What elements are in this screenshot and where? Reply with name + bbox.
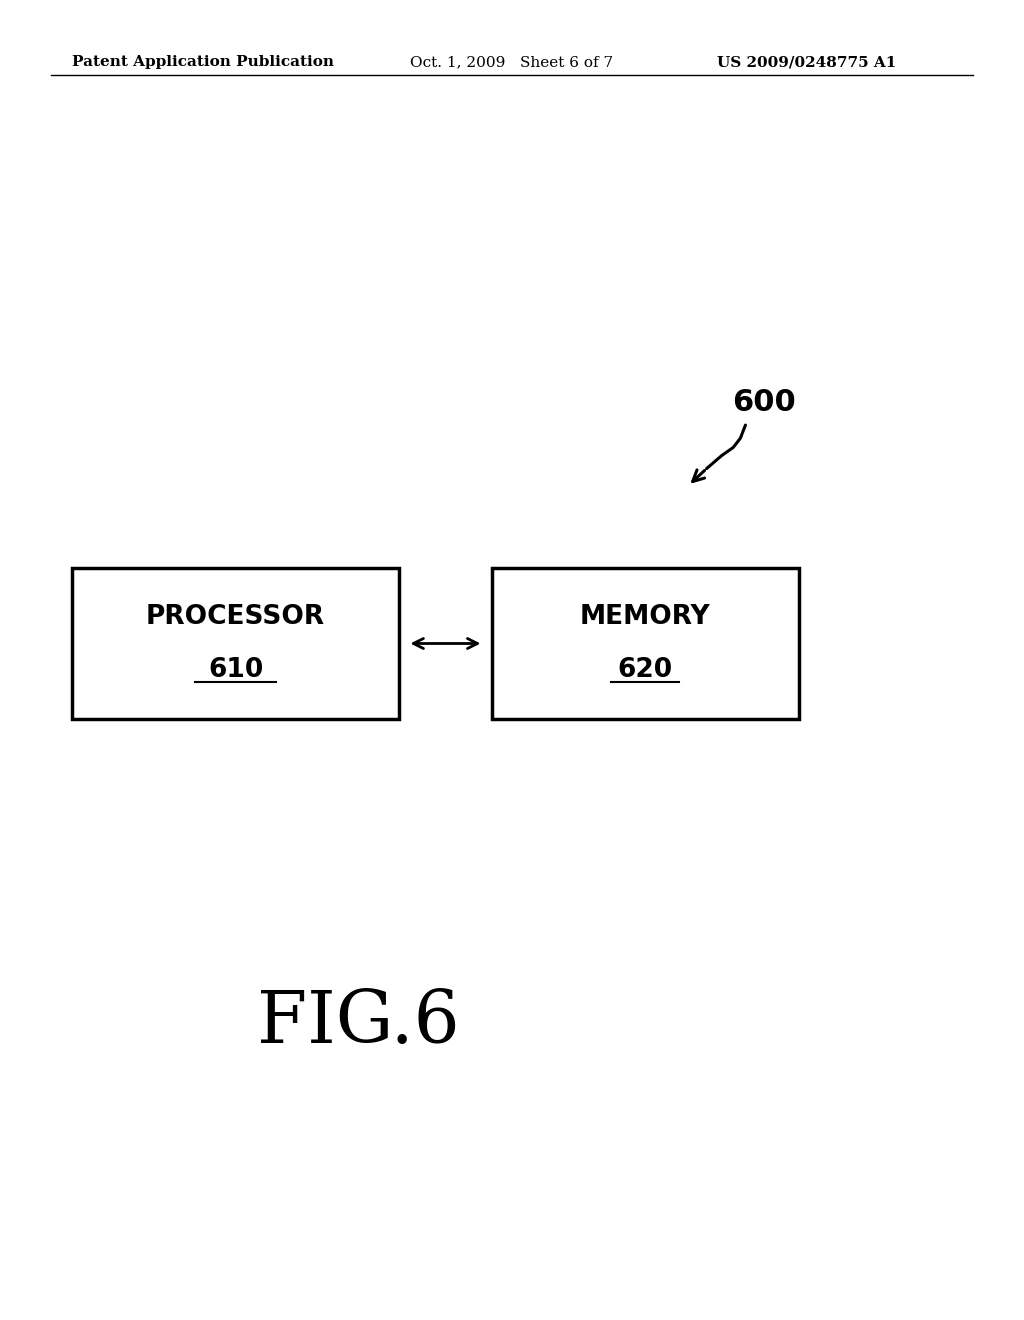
Bar	[492, 568, 799, 719]
Text: PROCESSOR: PROCESSOR	[146, 605, 325, 630]
Text: 610: 610	[208, 657, 263, 682]
Text: MEMORY: MEMORY	[580, 605, 711, 630]
Text: Oct. 1, 2009   Sheet 6 of 7: Oct. 1, 2009 Sheet 6 of 7	[410, 55, 612, 70]
Text: 620: 620	[617, 657, 673, 682]
Bar	[72, 568, 399, 719]
Text: 600: 600	[732, 388, 796, 417]
Text: FIG.6: FIG.6	[257, 987, 460, 1059]
Text: Patent Application Publication: Patent Application Publication	[72, 55, 334, 70]
Text: US 2009/0248775 A1: US 2009/0248775 A1	[717, 55, 896, 70]
